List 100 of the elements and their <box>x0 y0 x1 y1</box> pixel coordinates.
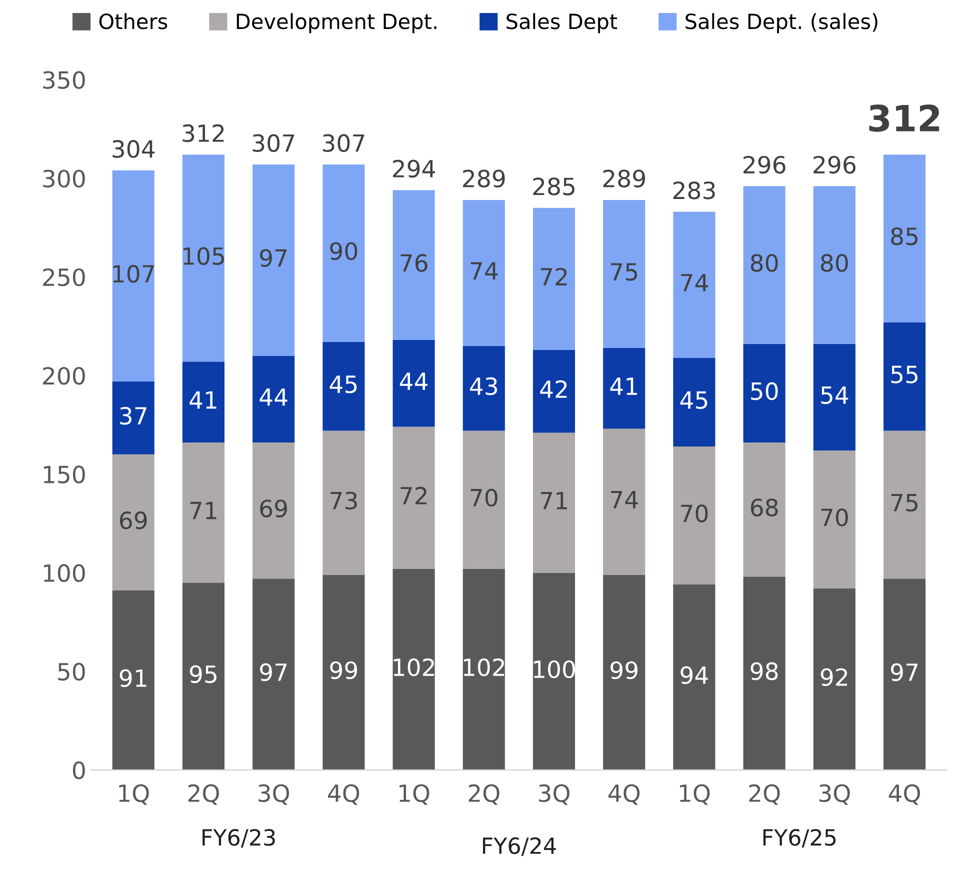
data-label: 80 <box>820 254 848 272</box>
y-tick-label: 200 <box>43 366 85 385</box>
bar <box>392 426 435 569</box>
data-label: 45 <box>680 391 708 409</box>
data-label: 95 <box>190 665 216 684</box>
y-tick-label: 150 <box>44 466 85 484</box>
text: FY6/24 <box>482 837 556 856</box>
data-label: 37 <box>120 406 146 425</box>
data-label: 71 <box>190 502 216 520</box>
data-label: 42 <box>540 380 567 398</box>
data-label: 80 <box>750 254 778 272</box>
data-label: 107 <box>113 264 154 283</box>
total-label: 312 <box>182 124 224 142</box>
x-tick-label: 1Q <box>119 784 149 805</box>
bar <box>603 200 646 348</box>
x-tick-label: 2Q <box>749 784 780 805</box>
bar <box>532 208 576 350</box>
bar <box>813 344 856 450</box>
bar <box>462 200 505 346</box>
data-label: 75 <box>611 263 638 281</box>
total-label: 307 <box>252 134 294 152</box>
y-tick-label: 100 <box>44 564 85 582</box>
x-tick-label: 2Q <box>188 784 219 805</box>
bar <box>112 381 154 454</box>
bar <box>252 442 295 579</box>
data-label: 55 <box>891 366 918 384</box>
data-label: 44 <box>260 388 288 406</box>
data-label: 94 <box>680 666 708 684</box>
data-label: 74 <box>681 274 708 292</box>
data-label: 45 <box>330 376 357 394</box>
bar <box>883 578 926 770</box>
bar <box>252 356 295 443</box>
data-label: 76 <box>400 254 428 272</box>
y-tick-label: 50 <box>58 662 85 681</box>
data-label: 72 <box>540 268 567 286</box>
total-label: 283 <box>673 181 715 200</box>
bar <box>603 348 646 429</box>
bar <box>462 568 505 770</box>
data-label: 102 <box>394 658 434 676</box>
data-label: 69 <box>260 500 287 518</box>
legend-label: Sales Dept <box>506 13 618 34</box>
bar <box>883 322 926 431</box>
total-label: 312 <box>869 104 940 132</box>
bar <box>532 432 576 573</box>
bar <box>673 584 716 770</box>
bar <box>392 568 435 770</box>
data-label: 44 <box>400 372 428 390</box>
bar <box>532 572 576 770</box>
bar <box>322 574 365 770</box>
data-label: 74 <box>470 262 498 280</box>
data-label: 70 <box>470 488 498 507</box>
bar <box>252 164 295 356</box>
bar <box>462 430 505 569</box>
total-label: 289 <box>603 170 645 188</box>
data-label: 50 <box>751 382 778 400</box>
x-tick-label: 1Q <box>400 784 430 805</box>
data-label: 90 <box>330 242 358 260</box>
x-tick-label: 2Q <box>468 784 500 805</box>
bar <box>673 446 716 585</box>
bar <box>182 582 224 770</box>
total-label: 307 <box>322 134 364 152</box>
total-label: 289 <box>463 170 505 188</box>
bar <box>673 358 716 446</box>
bar <box>322 164 365 342</box>
bar <box>883 154 926 322</box>
y-tick-label: 350 <box>43 71 85 89</box>
data-label: 97 <box>890 663 918 682</box>
data-label: 99 <box>330 661 358 680</box>
bar <box>743 576 786 770</box>
data-label: 69 <box>120 511 147 530</box>
bar <box>182 362 224 443</box>
data-label: 97 <box>260 663 287 682</box>
bar <box>462 346 505 431</box>
data-label: 54 <box>821 386 848 404</box>
bar <box>743 186 786 344</box>
bar <box>743 442 786 577</box>
x-tick-label: 4Q <box>888 784 920 805</box>
bar <box>182 442 224 583</box>
y-tick-label: 0 <box>72 761 85 780</box>
bar <box>813 588 856 770</box>
bar <box>112 590 154 770</box>
total-label: 304 <box>112 140 155 158</box>
data-label: 75 <box>891 494 918 512</box>
data-label: 102 <box>464 658 504 676</box>
data-label: 71 <box>540 492 567 510</box>
data-label: 70 <box>681 504 708 522</box>
text: FY6/25 <box>763 829 836 848</box>
text: FY6/23 <box>202 829 275 848</box>
data-label: 72 <box>400 486 426 504</box>
bar <box>743 344 786 443</box>
bar <box>813 450 856 588</box>
legend-label: Development Dept. <box>236 13 436 34</box>
data-label: 91 <box>120 669 146 688</box>
bar <box>673 212 716 358</box>
total-label: 294 <box>392 160 435 178</box>
data-label: 97 <box>260 249 287 267</box>
data-label: 85 <box>891 227 918 246</box>
bar <box>112 454 154 590</box>
data-label: 68 <box>750 498 778 516</box>
data-label: 41 <box>190 391 216 409</box>
